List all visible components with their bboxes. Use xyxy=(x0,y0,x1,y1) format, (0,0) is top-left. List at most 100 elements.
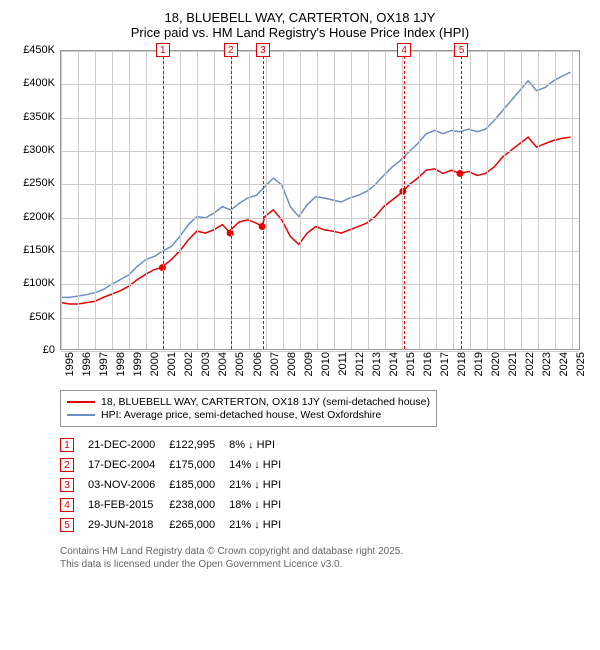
sale-price: £265,000 xyxy=(169,515,229,535)
xtick-label: 2015 xyxy=(405,352,408,382)
gridline-v xyxy=(214,51,215,349)
ytick-label: £300K xyxy=(10,144,55,156)
sale-delta: 8% ↓ HPI xyxy=(229,435,295,455)
gridline-h xyxy=(61,284,579,285)
xtick-label: 2019 xyxy=(473,352,476,382)
marker-line xyxy=(404,51,405,349)
xtick-label: 2011 xyxy=(337,352,340,382)
xtick-label: 2024 xyxy=(558,352,561,382)
gridline-v xyxy=(266,51,267,349)
xtick-label: 2006 xyxy=(252,352,255,382)
gridline-v xyxy=(419,51,420,349)
marker-box: 2 xyxy=(224,43,238,57)
gridline-h xyxy=(61,218,579,219)
gridline-v xyxy=(78,51,79,349)
ref-box: 5 xyxy=(60,518,74,532)
xtick-label: 2000 xyxy=(149,352,152,382)
legend-row: 18, BLUEBELL WAY, CARTERTON, OX18 1JY (s… xyxy=(67,396,430,408)
gridline-v xyxy=(61,51,62,349)
xtick-label: 1999 xyxy=(132,352,135,382)
xtick-label: 1997 xyxy=(98,352,101,382)
footer-line-1: Contains HM Land Registry data © Crown c… xyxy=(60,545,590,558)
xtick-label: 2003 xyxy=(200,352,203,382)
gridline-v xyxy=(453,51,454,349)
gridline-v xyxy=(129,51,130,349)
gridline-h xyxy=(61,151,579,152)
marker-line xyxy=(231,51,232,349)
xtick-label: 2014 xyxy=(388,352,391,382)
gridline-h xyxy=(61,84,579,85)
xtick-label: 2025 xyxy=(575,352,578,382)
table-row: 303-NOV-2006£185,00021% ↓ HPI xyxy=(60,475,295,495)
ytick-label: £150K xyxy=(10,244,55,256)
gridline-v xyxy=(436,51,437,349)
legend-label: 18, BLUEBELL WAY, CARTERTON, OX18 1JY (s… xyxy=(101,396,430,408)
marker-box: 4 xyxy=(397,43,411,57)
marker-box: 1 xyxy=(156,43,170,57)
gridline-v xyxy=(283,51,284,349)
gridline-v xyxy=(300,51,301,349)
gridline-v xyxy=(95,51,96,349)
gridline-v xyxy=(572,51,573,349)
ref-box: 1 xyxy=(60,438,74,452)
gridline-v xyxy=(112,51,113,349)
xtick-label: 2005 xyxy=(234,352,237,382)
xtick-label: 2001 xyxy=(166,352,169,382)
xtick-label: 2018 xyxy=(456,352,459,382)
sales-table: 121-DEC-2000£122,9958% ↓ HPI 2 17-DEC-2004… xyxy=(60,435,295,535)
ytick-label: £0 xyxy=(10,344,55,356)
sale-price: £175,000 xyxy=(169,455,229,475)
ytick-label: £450K xyxy=(10,44,55,56)
gridline-v xyxy=(487,51,488,349)
marker-line xyxy=(263,51,264,349)
chart-svg xyxy=(61,51,579,349)
legend-swatch xyxy=(67,401,95,403)
legend-box: 18, BLUEBELL WAY, CARTERTON, OX18 1JY (s… xyxy=(60,390,437,427)
table-row: 2 17-DEC-2004£175,00014% ↓ HPI xyxy=(60,455,295,475)
marker-line xyxy=(163,51,164,349)
ytick-label: £250K xyxy=(10,177,55,189)
gridline-h xyxy=(61,318,579,319)
gridline-v xyxy=(470,51,471,349)
sale-date: 17-DEC-2004 xyxy=(88,455,169,475)
xtick-label: 2007 xyxy=(269,352,272,382)
marker-line xyxy=(461,51,462,349)
gridline-v xyxy=(249,51,250,349)
xtick-label: 2008 xyxy=(286,352,289,382)
ytick-label: £200K xyxy=(10,211,55,223)
ytick-label: £400K xyxy=(10,77,55,89)
sale-date: 18-FEB-2015 xyxy=(88,495,169,515)
sale-price: £122,995 xyxy=(169,435,229,455)
table-row: 121-DEC-2000£122,9958% ↓ HPI xyxy=(60,435,295,455)
xtick-label: 2023 xyxy=(541,352,544,382)
gridline-v xyxy=(197,51,198,349)
sale-delta: 21% ↓ HPI xyxy=(229,515,295,535)
xtick-label: 2022 xyxy=(524,352,527,382)
ytick-label: £350K xyxy=(10,111,55,123)
xtick-label: 2012 xyxy=(354,352,357,382)
gridline-h xyxy=(61,118,579,119)
gridline-v xyxy=(146,51,147,349)
xtick-label: 2013 xyxy=(371,352,374,382)
chart-subtitle: Price paid vs. HM Land Registry's House … xyxy=(10,25,590,40)
xtick-label: 2009 xyxy=(303,352,306,382)
table-row: 418-FEB-2015£238,00018% ↓ HPI xyxy=(60,495,295,515)
gridline-v xyxy=(538,51,539,349)
marker-box: 3 xyxy=(256,43,270,57)
gridline-h xyxy=(61,251,579,252)
chart-area: 12345 £0£50K£100K£150K£200K£250K£300K£35… xyxy=(10,45,590,385)
table-row: 529-JUN-2018£265,00021% ↓ HPI xyxy=(60,515,295,535)
gridline-h xyxy=(61,184,579,185)
footer-attribution: Contains HM Land Registry data © Crown c… xyxy=(60,545,590,571)
xtick-label: 2021 xyxy=(507,352,510,382)
ref-box: 2 xyxy=(60,458,74,472)
plot-region: 12345 xyxy=(60,50,580,350)
gridline-v xyxy=(555,51,556,349)
legend-label: HPI: Average price, semi-detached house,… xyxy=(101,409,381,421)
gridline-v xyxy=(385,51,386,349)
sale-delta: 14% ↓ HPI xyxy=(229,455,295,475)
gridline-v xyxy=(351,51,352,349)
xtick-label: 2017 xyxy=(439,352,442,382)
xtick-label: 1996 xyxy=(81,352,84,382)
ytick-label: £50K xyxy=(10,311,55,323)
